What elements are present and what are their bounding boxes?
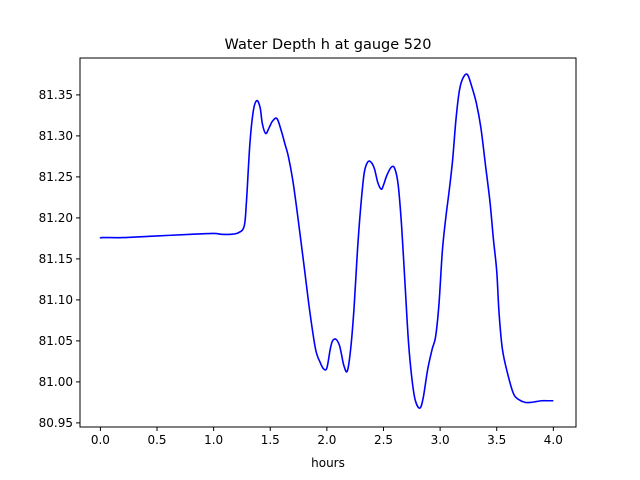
chart-title: Water Depth h at gauge 520 — [225, 37, 432, 53]
y-tick-label: 81.20 — [39, 211, 73, 225]
x-tick-label: 1.5 — [261, 433, 280, 447]
y-tick-label: 81.10 — [39, 293, 73, 307]
x-axis-label: hours — [311, 456, 345, 470]
x-tick-label: 1.0 — [204, 433, 223, 447]
plot-frame — [79, 57, 577, 428]
x-tick-label: 4.0 — [544, 433, 563, 447]
y-tick-label: 81.15 — [39, 252, 73, 266]
y-tick-label: 81.00 — [39, 375, 73, 389]
series-line — [99, 73, 554, 409]
x-tick-label: 3.5 — [487, 433, 506, 447]
y-tick-label: 81.25 — [39, 170, 73, 184]
y-tick-label: 81.05 — [39, 334, 73, 348]
y-tick-label: 81.30 — [39, 129, 73, 143]
y-tick-label: 81.35 — [39, 88, 73, 102]
x-axis: 0.0 0.5 1.0 1.5 2.0 2.5 3.0 3.5 4.0 — [91, 427, 563, 447]
x-tick-label: 0.0 — [91, 433, 110, 447]
x-tick-label: 2.5 — [374, 433, 393, 447]
plot-area — [80, 58, 576, 427]
y-tick-label: 80.95 — [39, 416, 73, 430]
series-layer — [99, 73, 554, 409]
x-tick-label: 2.0 — [317, 433, 336, 447]
y-axis: 80.95 81.00 81.05 81.10 81.15 81.20 81.25 81.30… — [39, 88, 80, 430]
x-tick-label: 3.0 — [431, 433, 450, 447]
x-tick-label: 0.5 — [147, 433, 166, 447]
